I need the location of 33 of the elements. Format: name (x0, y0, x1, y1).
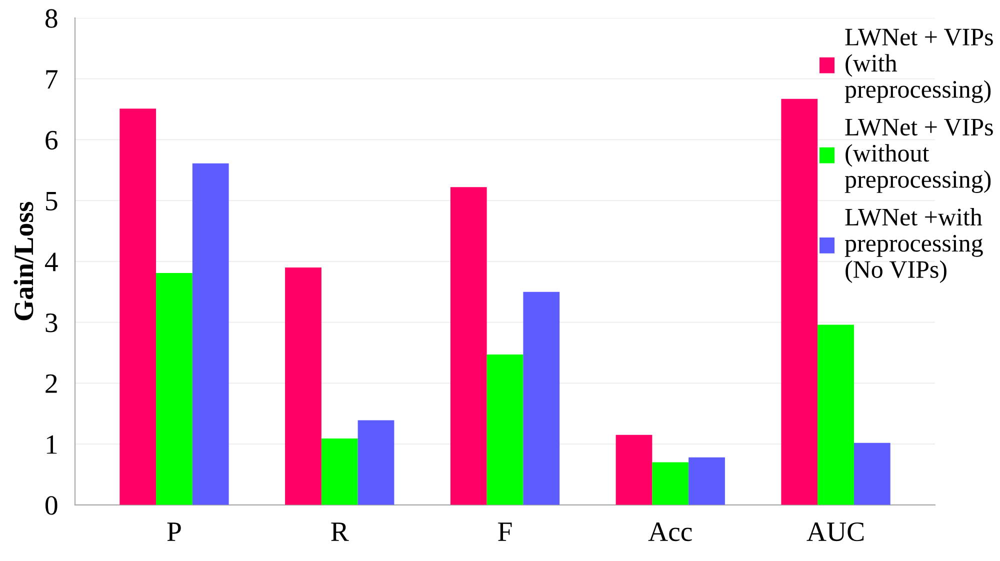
bar (285, 268, 322, 505)
y-tick-label: 4 (44, 252, 58, 272)
x-tick-label: R (331, 522, 349, 541)
bar (818, 324, 854, 505)
bar (358, 420, 394, 505)
bar (486, 354, 524, 505)
y-tick-label: 5 (46, 192, 58, 210)
y-tick-label: 6 (46, 130, 58, 150)
bar (450, 187, 487, 505)
bar (192, 163, 229, 505)
y-tick-label: 0 (46, 496, 58, 515)
x-tick-label: Acc (648, 522, 692, 542)
bar (616, 434, 652, 505)
x-tick-label: F (498, 522, 512, 541)
bar (321, 438, 358, 505)
y-tick-label: 3 (46, 314, 58, 332)
y-tick-label: 1 (46, 435, 57, 454)
x-tick-label: P (167, 522, 181, 541)
legend-label: LWNet + VIPs (with preprocessing) (844, 28, 993, 103)
y-tick-label: 2 (46, 374, 57, 393)
y-tick-label: 8 (46, 9, 58, 28)
y-tick-label: 7 (46, 70, 58, 88)
bar (652, 462, 689, 505)
bar (523, 292, 560, 505)
legend-label: LWNet +with preprocessing (No VIPs) (844, 208, 983, 284)
bar (688, 457, 725, 505)
legend-label: LWNet + VIPs (without preprocessing) (844, 118, 993, 193)
bar (156, 272, 192, 505)
bar (120, 108, 156, 505)
bar (781, 98, 818, 505)
bar (854, 442, 890, 505)
y-axis-title: Gain/Loss (14, 202, 34, 320)
x-tick-label: AUC (806, 522, 864, 542)
